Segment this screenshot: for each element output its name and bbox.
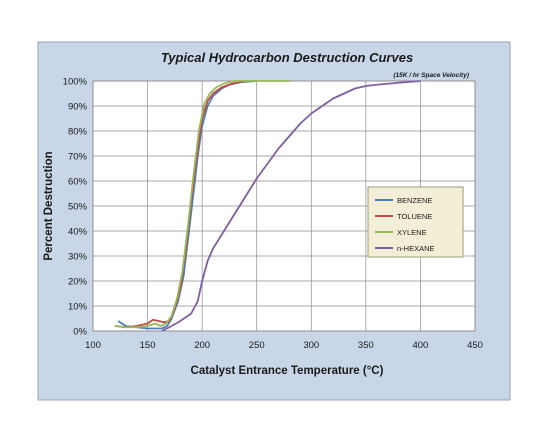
y-tick-label: 80% [68, 127, 88, 138]
y-tick-label: 70% [68, 152, 88, 163]
legend-label: n-HEXANE [397, 244, 435, 253]
x-tick-label: 350 [358, 340, 374, 351]
x-axis-label: Catalyst Entrance Temperature (°C) [191, 365, 384, 377]
y-tick-label: 40% [68, 227, 88, 238]
series-line-benzene [117, 80, 257, 330]
series-line-n-hexane [161, 80, 421, 332]
y-axis-ticks: 0% 10% 20% 30% 40% 50% 60% 70% 80% 90% 100% [63, 77, 88, 338]
x-tick-label: 100 [85, 340, 101, 351]
y-tick-label: 90% [68, 102, 88, 113]
y-tick-label: 20% [68, 277, 88, 288]
grid-lines [92, 80, 476, 332]
y-tick-label: 60% [68, 177, 88, 188]
legend-box [367, 186, 464, 258]
y-tick-label: 30% [68, 252, 88, 263]
series-lines [114, 80, 421, 332]
x-tick-label: 200 [194, 340, 210, 351]
series-line-xylene [114, 80, 290, 329]
y-tick-label: 0% [73, 327, 87, 338]
y-axis-label: Percent Destruction [43, 151, 55, 260]
y-tick-label: 100% [63, 77, 88, 88]
legend: BENZENE TOLUENE XYLENE n-HEXANE [367, 186, 464, 258]
x-tick-label: 400 [412, 340, 428, 351]
x-tick-label: 250 [249, 340, 265, 351]
x-tick-label: 300 [303, 340, 319, 351]
x-tick-label: 150 [140, 340, 156, 351]
x-tick-label: 450 [467, 340, 483, 351]
x-axis-ticks: 100 150 200 250 300 350 400 450 [85, 340, 483, 351]
legend-label: TOLUENE [397, 212, 432, 221]
chart-subtitle: (15K / hr Space Velocity) [393, 72, 469, 79]
chart-title: Typical Hydrocarbon Destruction Curves [161, 50, 413, 65]
legend-label: BENZENE [397, 196, 432, 205]
y-tick-label: 10% [68, 302, 88, 313]
legend-label: XYLENE [397, 228, 427, 237]
y-tick-label: 50% [68, 202, 88, 213]
series-line-toluene [114, 80, 246, 329]
